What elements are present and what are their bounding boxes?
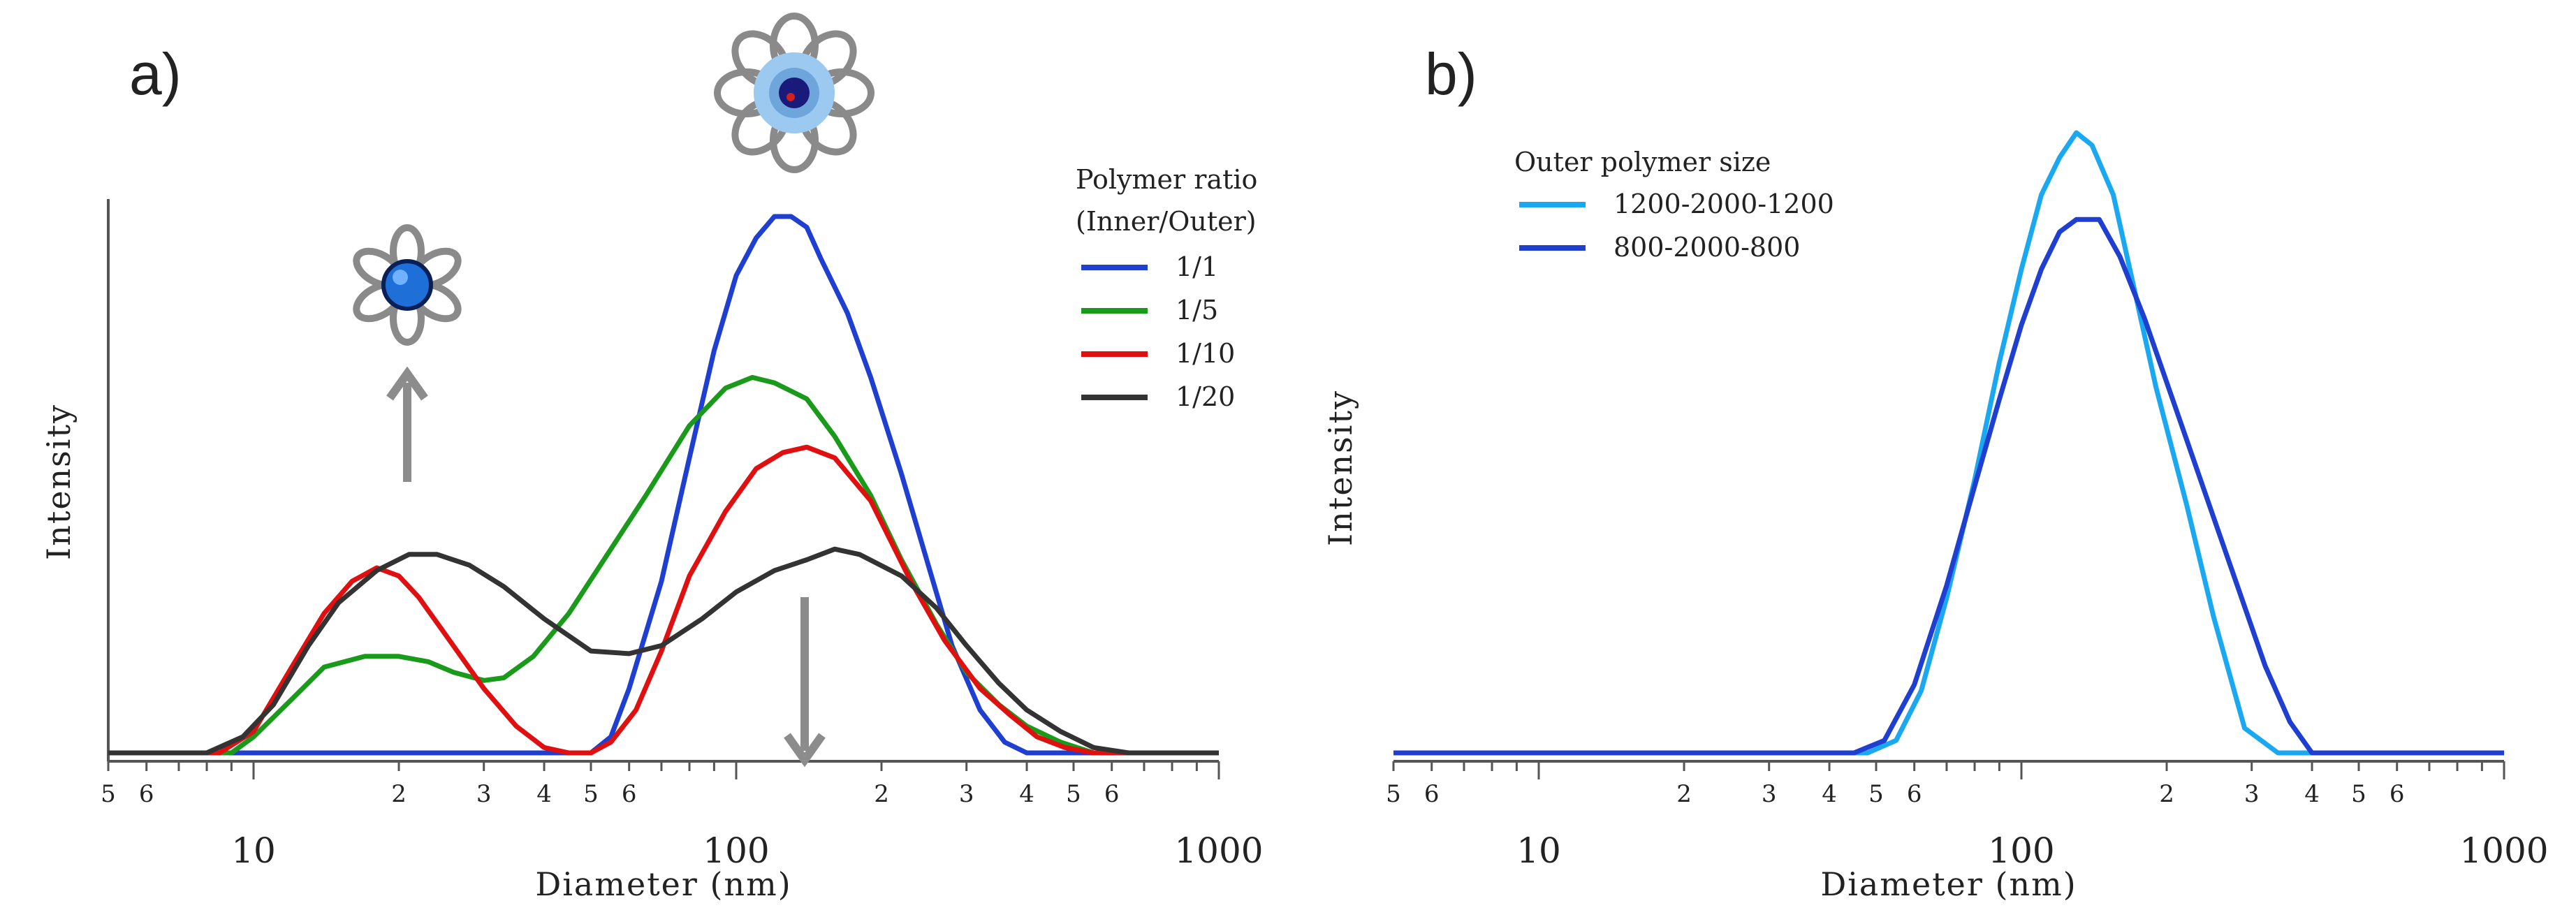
small-micelle-icon	[353, 224, 462, 346]
x-minor-tick-label: 6	[2390, 780, 2405, 808]
legend-label: 1/20	[1176, 381, 1235, 412]
x-major-tick-label: 1000	[1174, 830, 1263, 871]
legend-label: 1/10	[1176, 338, 1235, 369]
x-minor-tick-label: 6	[1104, 780, 1120, 808]
panel-a-series	[108, 214, 1219, 756]
x-minor-tick-label: 6	[1424, 780, 1440, 808]
x-minor-tick-label: 4	[1019, 780, 1034, 808]
x-major-tick-label: 10	[1516, 830, 1561, 871]
series-line-1-1	[108, 214, 1219, 756]
panel-a-legend-title-1: Polymer ratio	[1076, 164, 1257, 195]
series-line-800-2000-800	[1393, 217, 2504, 756]
x-minor-tick-label: 5	[1386, 780, 1401, 808]
x-minor-tick-label: 4	[536, 780, 552, 808]
series-line-1-20	[108, 546, 1219, 756]
large-micelle-icon	[714, 13, 874, 173]
legend-label: 1200-2000-1200	[1613, 189, 1834, 219]
legend-label: 1/1	[1176, 251, 1218, 282]
legend-label: 1/5	[1176, 295, 1218, 325]
x-minor-tick-label: 4	[1822, 780, 1837, 808]
x-minor-tick-label: 6	[622, 780, 637, 808]
x-major-tick-label: 1000	[2459, 830, 2548, 871]
panel-a-ticks: 5 6 2 3 4 5 6 2 3 4 5 610 100 1000	[101, 761, 1264, 871]
x-minor-tick-label: 5	[101, 780, 116, 808]
x-minor-tick-label: 2	[1676, 780, 1692, 808]
x-minor-tick-label: 3	[476, 780, 492, 808]
panel-a-label: a)	[129, 41, 182, 107]
panel-b-label: b)	[1425, 41, 1477, 107]
panel-b-series	[1393, 130, 2504, 756]
arrow-down-icon	[784, 597, 826, 768]
x-minor-tick-label: 3	[1762, 780, 1777, 808]
x-major-tick-label: 100	[703, 830, 769, 871]
arrow-up-icon	[386, 366, 428, 482]
panel-a-legend-title-2: (Inner/Outer)	[1076, 206, 1257, 237]
x-minor-tick-label: 5	[2351, 780, 2366, 808]
panel-b-legend: Outer polymer size 1200-2000-1200 800-200…	[1514, 147, 1834, 263]
panel-b-legend-items: 1200-2000-1200 800-2000-800	[1519, 189, 1834, 263]
x-major-tick-label: 10	[231, 830, 276, 871]
legend-label: 800-2000-800	[1613, 232, 1800, 263]
x-minor-tick-label: 3	[2244, 780, 2260, 808]
panel-a-y-label: Intensity	[40, 404, 78, 560]
x-minor-tick-label: 5	[583, 780, 599, 808]
panel-a-legend: Polymer ratio (Inner/Outer) 1/11/51/101/…	[1076, 164, 1257, 412]
panel-b-ticks: 5 6 2 3 4 5 6 2 3 4 5 610 100 1000	[1386, 761, 2549, 871]
x-minor-tick-label: 6	[139, 780, 154, 808]
x-minor-tick-label: 3	[959, 780, 974, 808]
x-minor-tick-label: 2	[2159, 780, 2174, 808]
x-minor-tick-label: 5	[1066, 780, 1081, 808]
x-minor-tick-label: 2	[874, 780, 889, 808]
panel-b-legend-title: Outer polymer size	[1514, 147, 1771, 177]
x-minor-tick-label: 2	[391, 780, 407, 808]
x-major-tick-label: 100	[1988, 830, 2054, 871]
panel-b-y-label: Intensity	[1322, 390, 1359, 546]
panel-a: a) Intensity Diameter (nm) 5 6 2 3 4 5 6 2 3 4 5 61…	[40, 13, 1264, 903]
series-line-1-10	[108, 444, 1219, 756]
panel-b-x-label: Diameter (nm)	[1820, 865, 2077, 903]
panel-a-x-label: Diameter (nm)	[535, 865, 791, 903]
x-minor-tick-label: 4	[2304, 780, 2320, 808]
x-minor-tick-label: 5	[1868, 780, 1884, 808]
panel-a-legend-items: 1/1 1/5 1/10 1/20	[1081, 251, 1235, 412]
series-line-1200-2000-1200	[1393, 130, 2504, 756]
x-minor-tick-label: 6	[1907, 780, 1922, 808]
panel-b: b) Intensity Diameter (nm) 5 6 2 3 4 5 6 2 3 4 5 61…	[1322, 41, 2549, 903]
